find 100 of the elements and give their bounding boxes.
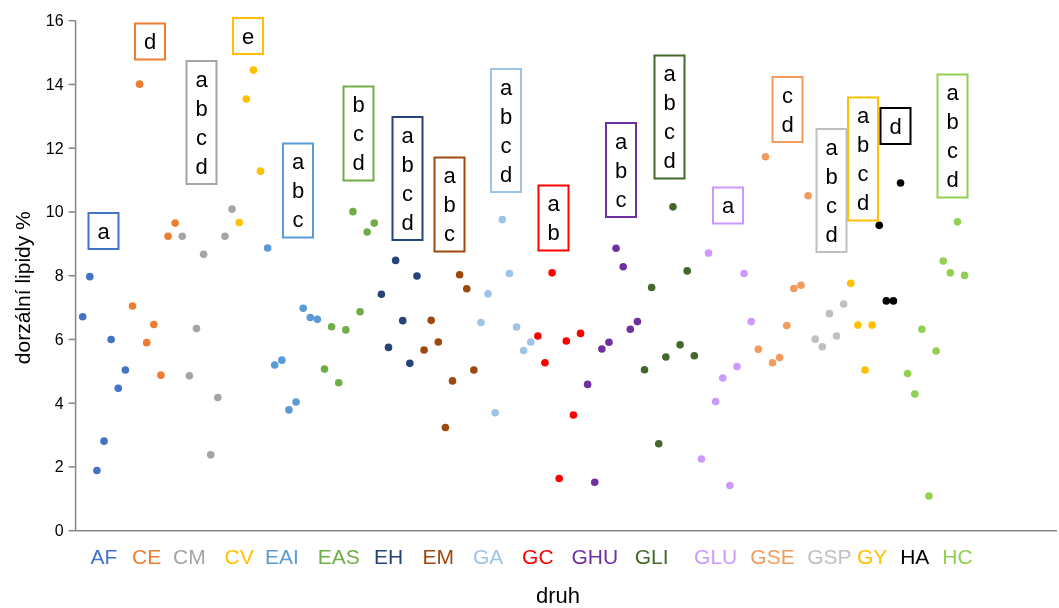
- point: [384, 343, 393, 352]
- point: [541, 358, 549, 367]
- point: [868, 321, 876, 329]
- point: [491, 408, 499, 417]
- point: [292, 398, 300, 406]
- x-tick-label: EAS: [317, 544, 360, 568]
- point: [612, 244, 620, 253]
- point: [93, 466, 101, 475]
- point: [861, 366, 869, 374]
- point: [576, 329, 585, 338]
- annotation: a b c: [291, 149, 305, 232]
- point: [718, 374, 727, 382]
- point: [171, 219, 179, 227]
- point: [605, 338, 613, 347]
- point: [740, 269, 748, 278]
- point: [192, 324, 201, 333]
- point: [327, 322, 336, 331]
- point: [121, 366, 130, 374]
- point: [598, 345, 606, 353]
- point: [206, 451, 215, 459]
- x-tick-label: HC: [942, 544, 973, 568]
- point: [157, 371, 165, 379]
- annotation: a b c d: [663, 61, 677, 173]
- point: [683, 267, 691, 275]
- point: [569, 411, 578, 419]
- point: [946, 269, 955, 277]
- point: [619, 262, 627, 271]
- annotation: c d: [781, 82, 794, 137]
- point: [825, 309, 834, 318]
- point: [427, 316, 435, 325]
- point: [775, 353, 784, 362]
- point: [441, 423, 450, 432]
- point: [349, 207, 357, 216]
- point: [918, 325, 926, 334]
- point: [534, 332, 542, 340]
- annotation: a b c d: [825, 134, 839, 247]
- point: [242, 95, 251, 103]
- point: [356, 307, 364, 316]
- point: [526, 338, 535, 346]
- point: [221, 232, 229, 240]
- point: [413, 272, 421, 280]
- point: [747, 317, 755, 326]
- x-tick-label: GHU: [571, 544, 619, 568]
- annotation: a b c d: [195, 66, 209, 179]
- point: [270, 361, 279, 369]
- point: [263, 244, 272, 252]
- point: [512, 323, 521, 331]
- point: [726, 481, 734, 490]
- x-tick-label: EM: [422, 544, 455, 568]
- point: [142, 338, 151, 347]
- point: [875, 221, 884, 230]
- point: [690, 351, 699, 360]
- point: [818, 342, 827, 351]
- annotation: a b c d: [946, 80, 960, 192]
- point: [228, 205, 236, 213]
- point: [910, 390, 919, 398]
- y-tick-label: 14: [45, 75, 64, 93]
- point: [960, 271, 969, 280]
- point: [484, 290, 492, 298]
- y-tick-label: 4: [54, 394, 64, 412]
- y-tick-label: 16: [45, 12, 64, 30]
- annotation: d: [143, 29, 157, 54]
- point: [953, 218, 962, 226]
- point: [768, 358, 777, 367]
- x-tick-label: CV: [224, 544, 254, 568]
- point: [790, 284, 798, 293]
- point: [676, 341, 684, 349]
- point: [398, 316, 407, 325]
- point: [519, 346, 528, 355]
- point: [256, 167, 265, 175]
- point: [334, 379, 343, 387]
- point: [164, 232, 172, 240]
- point: [889, 297, 898, 305]
- point: [633, 317, 642, 326]
- x-tick-label: HA: [900, 544, 930, 568]
- point: [626, 325, 635, 334]
- point: [78, 313, 87, 321]
- point: [590, 478, 599, 487]
- point: [313, 315, 322, 324]
- point: [199, 250, 208, 259]
- point: [278, 356, 286, 364]
- point: [185, 371, 194, 380]
- point: [761, 153, 770, 161]
- x-tick-label: AF: [90, 544, 118, 568]
- point: [782, 321, 791, 330]
- x-tick-label: GSP: [807, 544, 852, 568]
- point: [363, 228, 371, 236]
- x-tick-label: GY: [856, 544, 888, 568]
- y-tick-label: 6: [54, 330, 64, 348]
- y-tick-label: 12: [45, 139, 64, 157]
- point: [420, 346, 428, 354]
- point: [811, 335, 820, 343]
- point: [406, 359, 414, 368]
- point: [455, 270, 464, 279]
- point: [306, 313, 315, 322]
- point: [669, 203, 677, 211]
- point: [434, 338, 443, 346]
- point: [505, 269, 514, 278]
- annotation: e: [241, 23, 255, 49]
- point: [178, 232, 187, 240]
